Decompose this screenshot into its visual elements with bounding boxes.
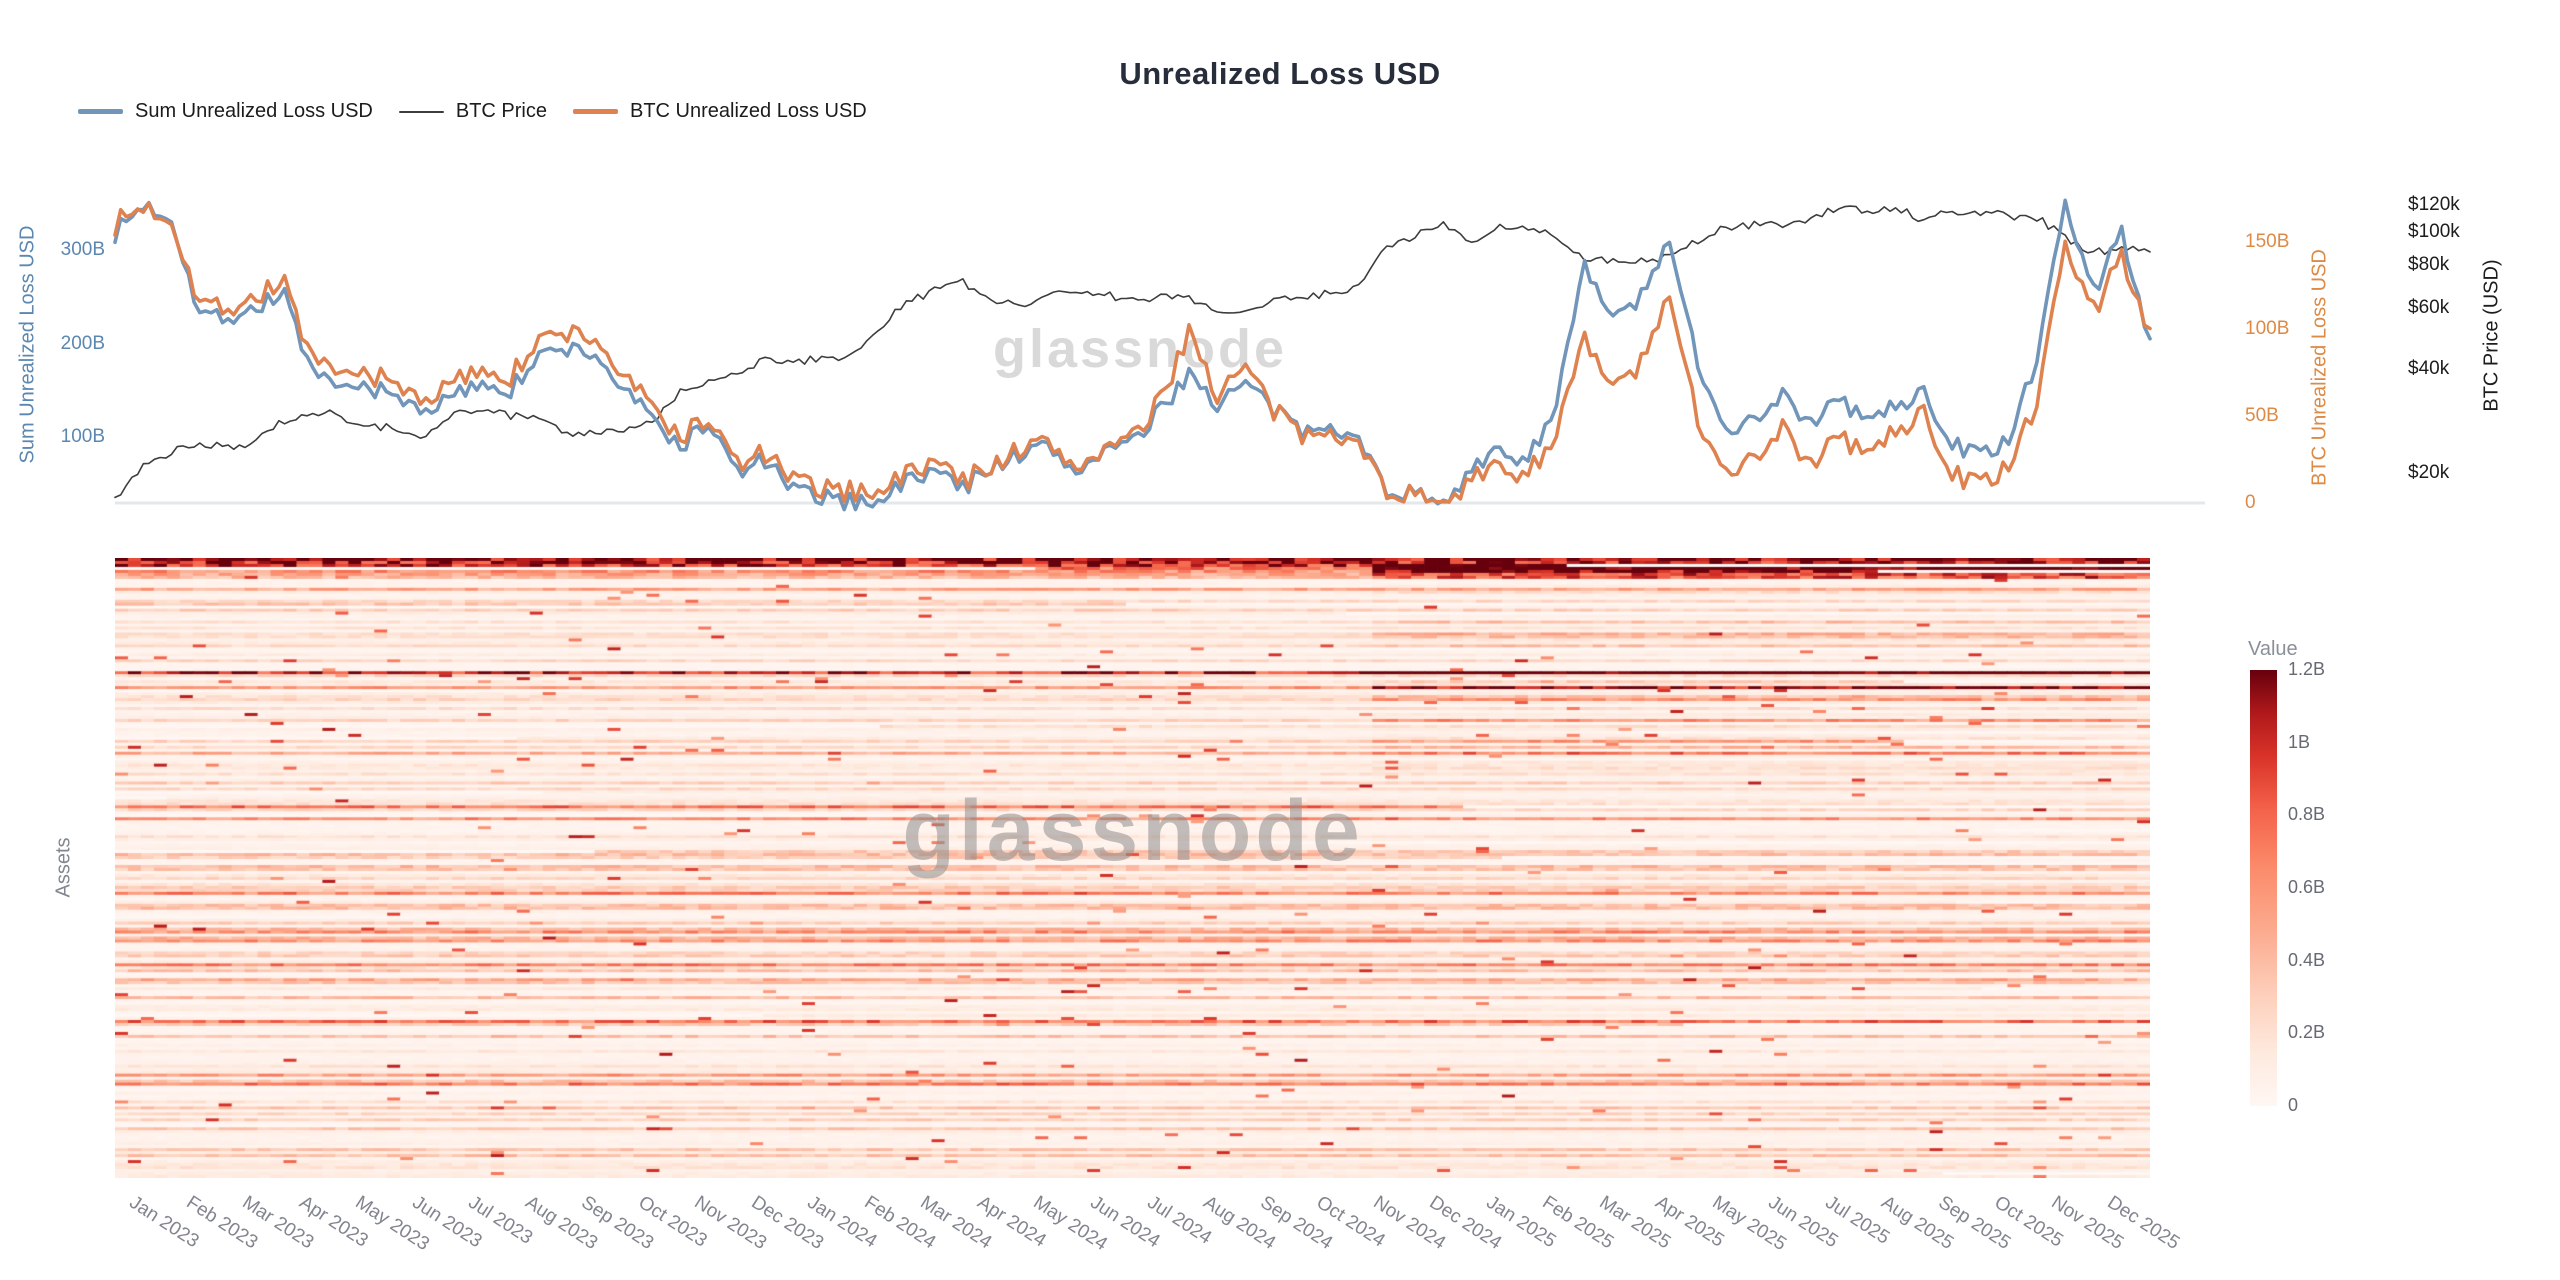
left-axis-tick: 100B	[60, 426, 105, 447]
right-price-axis-tick: $80k	[2408, 254, 2450, 276]
right-orange-axis-tick: 0	[2245, 491, 2256, 513]
colorbar-tick: 0	[2288, 1095, 2299, 1115]
left-axis-tick: 300B	[60, 239, 105, 260]
series-line	[113, 198, 2152, 512]
colorbar-tick: 0.2B	[2288, 1022, 2326, 1043]
legend-item-sum-unrealized-loss[interactable]: Sum Unrealized Loss USD	[78, 100, 373, 123]
right-orange-axis-tick: 50B	[2245, 404, 2279, 426]
page-title: Unrealized Loss USD	[1119, 56, 1441, 91]
chart-legend: Sum Unrealized Loss USD BTC Price BTC Un…	[78, 100, 867, 123]
watermark-glassnode-heatmap: glassnode	[902, 783, 1364, 879]
right-price-axis-tick: $120k	[2408, 193, 2460, 215]
assets-heatmap[interactable]	[115, 558, 2150, 1178]
left-axis-tick: 200B	[60, 332, 105, 354]
legend-label: BTC Price	[455, 100, 547, 122]
right-orange-axis-tick: 100B	[2245, 317, 2290, 339]
right-price-axis-tick: $100k	[2408, 220, 2460, 242]
series-line	[114, 205, 2151, 499]
right-price-axis-tick: $60k	[2408, 297, 2450, 319]
right-price-axis-tick: $20k	[2408, 462, 2450, 483]
legend-item-btc-price[interactable]: BTC Price	[398, 100, 547, 123]
legend-swatch-blue-line-icon	[78, 109, 123, 114]
colorbar-tick: 0.4B	[2288, 949, 2326, 970]
legend-item-btc-unrealized-loss[interactable]: BTC Unrealized Loss USD	[573, 100, 867, 123]
colorbar-tick: 0.6B	[2288, 877, 2326, 897]
colorbar-title: Value	[2248, 638, 2298, 660]
colorbar-gradient	[2250, 670, 2277, 1106]
watermark-glassnode-top: glassnode	[992, 319, 1288, 379]
colorbar-tick: 1B	[2288, 731, 2311, 752]
legend-swatch-black-line-icon	[398, 110, 444, 113]
colorbar-tick: 1.2B	[2288, 659, 2326, 679]
right-price-axis-tick: $40k	[2408, 358, 2450, 380]
legend-label: Sum Unrealized Loss USD	[135, 100, 373, 122]
series-line	[113, 201, 2152, 504]
right-orange-axis-tick: 150B	[2245, 230, 2290, 252]
colorbar-tick: 0.8B	[2288, 804, 2326, 825]
legend-swatch-orange-line-icon	[573, 109, 618, 114]
legend-label: BTC Unrealized Loss USD	[630, 100, 867, 122]
